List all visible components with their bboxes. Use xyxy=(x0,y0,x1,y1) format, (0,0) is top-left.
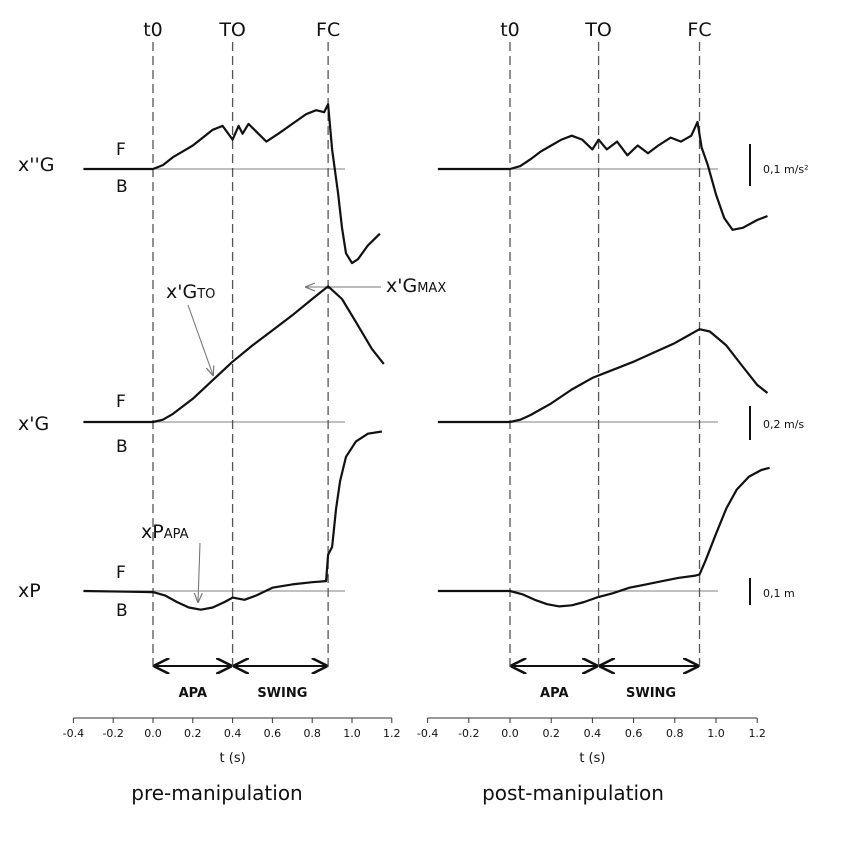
x-tick-label: 0.4 xyxy=(584,727,602,740)
row-label-acc: x''G xyxy=(18,154,54,176)
series-acc-trace xyxy=(437,120,768,231)
panel-post-manipulation: t0 TO FC APA SWING -0.4 -0.2 0.0 0.2 0.4 0.6 0.8 1.0… xyxy=(417,19,770,766)
x-tick-label: 0.2 xyxy=(184,727,202,740)
backward-label-acc: B xyxy=(116,177,128,197)
annotation-xp-apa-sub: APA xyxy=(164,527,189,542)
pointer-xg-to xyxy=(187,304,213,375)
swing-label: SWING xyxy=(257,686,307,701)
series-pos-trace xyxy=(437,466,770,608)
row-label-vel: x'G xyxy=(18,413,49,435)
scale-label-vel: 0,2 m/s xyxy=(763,418,804,431)
series-acc-trace xyxy=(83,103,381,265)
x-tick-label: -0.4 xyxy=(417,727,438,740)
annotation-xg-max-main: x'G xyxy=(386,275,417,297)
event-label-to: TO xyxy=(218,19,246,41)
apa-label: APA xyxy=(540,686,568,701)
series-vel-trace xyxy=(437,328,769,424)
x-tick-label: 1.0 xyxy=(343,727,361,740)
x-tick-label: 0.6 xyxy=(264,727,282,740)
event-label-t0: t0 xyxy=(143,19,163,41)
x-tick-label: -0.2 xyxy=(458,727,479,740)
annotation-xg-to-sub: TO xyxy=(196,287,215,302)
apa-label: APA xyxy=(179,686,207,701)
x-tick-label: 0.8 xyxy=(666,727,684,740)
swing-label: SWING xyxy=(626,686,676,701)
x-tick-label: 0.4 xyxy=(224,727,242,740)
series-vel-trace xyxy=(83,285,385,424)
scale-label-pos: 0,1 m xyxy=(763,587,795,600)
x-tick-label: 1.0 xyxy=(707,727,725,740)
annotation-xg-max-sub: MAX xyxy=(417,281,446,296)
row-label-pos: xP xyxy=(18,580,41,602)
x-tick-label: 1.2 xyxy=(748,727,766,740)
event-label-t0: t0 xyxy=(500,19,520,41)
x-tick-label: 0.0 xyxy=(501,727,519,740)
annotation-xp-apa: xPAPA xyxy=(141,521,189,543)
x-tick-label: 0.2 xyxy=(542,727,560,740)
x-tick-label: 0.6 xyxy=(625,727,643,740)
x-axis-label: t (s) xyxy=(220,751,246,766)
backward-label-pos: B xyxy=(116,601,128,621)
caption-post: post-manipulation xyxy=(482,781,664,805)
annotation-xg-to-main: x'G xyxy=(166,281,197,303)
scale-label-acc: 0,1 m/s² xyxy=(763,163,809,176)
event-label-fc: FC xyxy=(687,19,711,41)
forward-label-pos: F xyxy=(116,563,126,583)
x-axis-label: t (s) xyxy=(579,751,605,766)
x-tick-label: -0.4 xyxy=(63,727,84,740)
annotation-xg-to: x'GTO xyxy=(166,281,215,303)
event-label-fc: FC xyxy=(316,19,340,41)
x-tick-label: 0.0 xyxy=(144,727,162,740)
backward-label-vel: B xyxy=(116,437,128,457)
caption-pre: pre-manipulation xyxy=(131,781,302,805)
forward-label-acc: F xyxy=(116,140,126,160)
forward-label-vel: F xyxy=(116,392,126,412)
x-tick-label: -0.2 xyxy=(102,727,123,740)
x-tick-label: 0.8 xyxy=(303,727,321,740)
event-label-to: TO xyxy=(584,19,612,41)
annotation-xg-max: x'GMAX xyxy=(386,275,446,297)
pointer-xp-apa xyxy=(198,542,200,602)
x-tick-label: 1.2 xyxy=(383,727,401,740)
series-pos-trace xyxy=(83,430,383,611)
panel-pre-manipulation: t0 TO FC APA SWING -0.4 -0.2 0.0 0.2 0.4 0.6 0.8 1.0… xyxy=(63,19,401,766)
